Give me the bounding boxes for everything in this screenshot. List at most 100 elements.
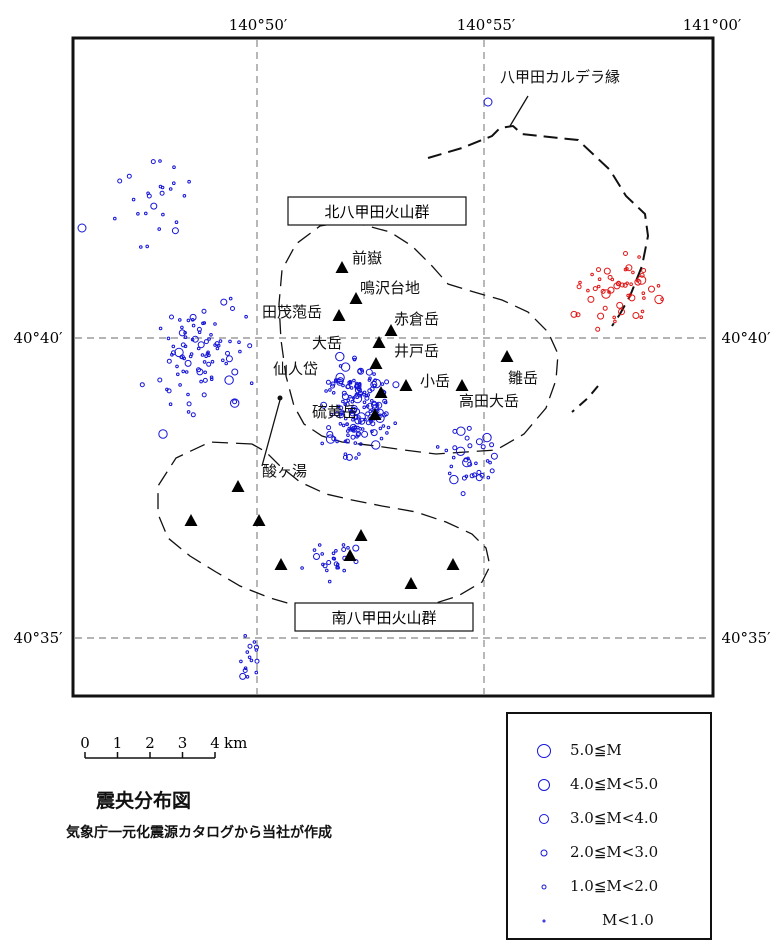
epicenter-marker [186,401,192,407]
epicenter-marker [343,416,348,421]
epicenter-marker [184,370,189,374]
epicenter-marker [182,194,187,198]
epicenter-marker [77,223,87,233]
volcano-marker [335,261,349,273]
epicenter-marker [354,456,358,460]
epicenter-marker [482,432,492,443]
epicenter-marker [326,560,332,565]
volcano-marker [343,549,357,561]
map-frame [71,36,715,698]
epicenter-marker [354,386,362,394]
epicenter-marker [331,391,336,395]
epicenter-marker [576,284,582,290]
volcano-marker [399,379,413,391]
epicenter-marker [341,423,346,428]
epicenter-marker [488,460,492,465]
volcano-marker [374,386,388,398]
volcano-marker [252,514,266,526]
epicenter-marker [201,308,207,314]
epicenter-marker [225,350,230,356]
lon-label-140-50: 140°50′ [229,16,288,34]
lat-label-right-40-35: 40°35′ [721,629,771,647]
epicenter-marker [221,358,225,363]
scale-unit: km [224,734,247,752]
epicenter-marker [312,548,317,552]
epicenter-marker [628,293,632,297]
epicenter-marker [150,159,156,165]
epicenter-marker [380,382,385,386]
epicenter-marker [238,349,242,354]
epicenter-marker [590,272,594,277]
volcano-marker [349,292,363,304]
epicenter-marker [150,202,158,210]
epicenter-marker [596,284,601,289]
epicenter-marker [475,438,483,446]
epicenter-marker [642,296,646,300]
volcano-marker [455,379,469,391]
epicenter-marker [224,375,234,385]
epicenter-marker [474,461,478,466]
epicenter-marker [393,421,398,426]
epicenter-marker [338,413,344,419]
epicenter-marker [224,361,228,366]
epicenter-marker [357,415,361,419]
epicenter-marker [126,173,132,179]
volcano-marker [446,558,460,570]
epicenter-marker [196,368,204,376]
epicenter-marker [449,464,454,469]
epicenter-marker [220,298,228,306]
volcano-marker [274,558,288,570]
epicenter-marker [317,543,322,547]
epicenter-marker [342,568,347,573]
epicenter-marker [172,165,176,169]
scale-tick-2: 2 [145,734,155,752]
epicenter-marker [176,372,180,377]
legend-label: M<1.0 [602,911,654,929]
epicenter-marker [216,343,221,348]
epicenter-marker [365,411,371,417]
epicenter-marker [168,402,173,407]
caldera-rim [427,124,650,327]
epicenter-marker [622,282,628,288]
scale-bar: 0 1 2 3 4 km [80,734,247,759]
epicenter-marker [174,347,184,358]
epicenter-marker [623,267,628,272]
epicenter-marker [372,372,376,376]
epicenter-marker [364,395,370,401]
sukayu-point [277,395,283,401]
epicenter-marker [237,340,241,345]
epicenter-marker [200,353,205,357]
epicenter-marker [131,197,136,202]
south-group-box [294,602,474,632]
lat-label-right-40-40: 40°40′ [721,329,771,347]
epicenter-marker [641,268,647,273]
epicenter-marker [139,245,143,249]
epicenter-marker [344,438,350,444]
legend-label: 5.0≦M [570,741,622,759]
epicenter-marker [202,377,208,383]
epicenter-marker [467,461,473,467]
epicenter-marker [158,159,162,163]
epicenter-marker [245,675,250,679]
epicenter-marker [117,178,123,184]
epicenter-marker [171,344,176,349]
epicenter-marker [383,411,389,417]
epicenter-marker [361,430,369,438]
epicenter-marker [378,426,383,431]
scale-tick-0: 0 [80,734,90,752]
epicenter-marker [328,388,332,392]
epicenter-marker [341,390,347,396]
epicenter-marker [456,426,466,436]
caption-subtitle: 気象庁一元化震源カタログから当社が作成 [66,825,332,841]
epicenter-marker [365,368,373,376]
epicenter-marker [356,430,361,436]
epicenter-marker [379,436,384,441]
epicenter-marker [601,289,611,299]
epicenter-marker [145,244,149,249]
epicenter-marker [170,352,174,357]
epicenter-marker [343,439,348,444]
epicenter-marker [228,296,233,301]
epicenter-marker [356,386,362,391]
epicenter-marker [232,399,238,405]
epicenter-marker [602,305,608,311]
